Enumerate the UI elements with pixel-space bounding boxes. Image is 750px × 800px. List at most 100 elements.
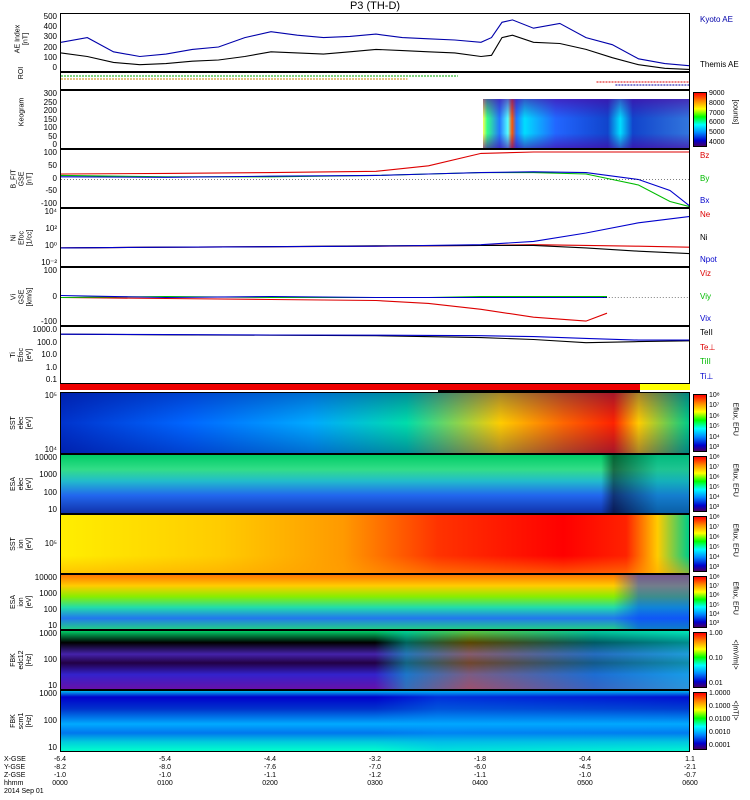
x-axis-value: -2.1 xyxy=(683,764,697,771)
y-tick-label: 100 xyxy=(43,148,57,157)
colorbar-unit: Eflux, EFU xyxy=(731,402,739,436)
y-tick-label: 10000 xyxy=(34,453,57,462)
colorbar-unit: [counts] xyxy=(731,99,739,124)
x-axis-value: -8.2 xyxy=(53,764,67,771)
y-tick-label: 1.0 xyxy=(45,362,57,372)
y-tick-label: 1000 xyxy=(39,629,57,638)
colorbar-tick: 10⁶ xyxy=(709,534,720,541)
series-line-bz xyxy=(61,151,689,175)
legend-label: Ti⊥ xyxy=(700,372,714,381)
y-tick-label: 0.1 xyxy=(45,375,57,384)
y-tick-label: 10⁻² xyxy=(41,258,57,267)
y-tick-label: 0 xyxy=(52,291,57,301)
colorbar-tick: 10⁶ xyxy=(709,474,720,481)
colorbar-tick: 0.1000 xyxy=(709,703,731,710)
x-axis-value: -1.1 xyxy=(263,772,277,779)
colorbar-tick: 6000 xyxy=(709,119,725,127)
ae-index-panel xyxy=(60,13,690,72)
x-axis-value: -1.0 xyxy=(158,772,172,779)
temperature-panel xyxy=(60,326,690,384)
colorbar-tick: 10⁶ xyxy=(709,412,720,420)
colorbar-tick: 1.0000 xyxy=(709,690,731,697)
colorbar xyxy=(693,456,707,512)
y-tick-label: 10⁰ xyxy=(44,241,57,250)
y-tick-label: 1000 xyxy=(39,589,57,598)
y-tick-label: 100 xyxy=(43,123,57,132)
y-tick-label: 10² xyxy=(45,224,57,233)
series-line-bx xyxy=(61,171,689,207)
legend-label: Ni xyxy=(700,232,708,242)
colorbar xyxy=(693,576,707,628)
colorbar-tick: 8000 xyxy=(709,99,725,107)
panel-svg xyxy=(61,151,689,207)
y-tick-label: 1000.0 xyxy=(32,325,57,334)
x-axis-value: -6.0 xyxy=(473,764,487,771)
y-tick-label: 1000 xyxy=(39,689,57,698)
esa-ion-spectrogram xyxy=(60,574,690,630)
y-tick-label: 300 xyxy=(43,32,57,42)
colorbar xyxy=(693,692,707,750)
y-tick-label: 200 xyxy=(43,42,57,52)
x-axis-value: -4.5 xyxy=(578,764,592,771)
legend-label: TeII xyxy=(700,328,713,337)
colorbar-tick: 10⁷ xyxy=(709,464,720,471)
mode-bar-red xyxy=(60,384,640,390)
x-axis-value: -8.0 xyxy=(158,764,172,771)
fbk-scm1-spectrogram xyxy=(60,690,690,752)
mode-bar xyxy=(60,384,690,392)
colorbar-tick: 10⁸ xyxy=(709,454,720,461)
y-tick-label: -100 xyxy=(40,317,57,326)
legend-label: Vix xyxy=(700,314,711,323)
colorbar-unit: <|nT|> xyxy=(731,700,739,721)
y-tick-label: 10⁵ xyxy=(44,391,57,400)
colorbar-tick: 10⁷ xyxy=(709,524,720,531)
colorbar-tick: 10⁸ xyxy=(709,392,720,399)
esa-electron-spectrogram xyxy=(60,454,690,514)
series-line-ti xyxy=(61,333,689,341)
fbk-scm1-overlay xyxy=(61,691,689,751)
y-tick-label: 150 xyxy=(43,114,57,124)
y-tick-label: 100 xyxy=(43,655,57,664)
x-axis-value: -7.6 xyxy=(263,764,277,771)
colorbar-tick: 0.0010 xyxy=(709,729,731,736)
sst-electron-background xyxy=(61,393,689,453)
x-axis-value: 0100 xyxy=(157,780,173,787)
keogram-image xyxy=(483,99,689,148)
y-tick-label: 100.0 xyxy=(36,337,57,347)
roi-panel xyxy=(60,72,690,90)
colorbar-tick: 4000 xyxy=(709,139,725,146)
x-axis-value: -5.4 xyxy=(158,756,172,763)
colorbar xyxy=(693,92,707,147)
x-axis-value: -1.2 xyxy=(368,772,382,779)
colorbar-tick: 10⁴ xyxy=(709,554,720,561)
panel-svg xyxy=(61,333,689,344)
y-tick-label: 10000 xyxy=(34,573,57,582)
colorbar-tick: 1.00 xyxy=(709,630,723,637)
panel-svg xyxy=(61,75,689,86)
fbk-scm1-background xyxy=(61,691,689,751)
y-tick-label: 400 xyxy=(43,22,57,32)
legend-label: Bx xyxy=(700,196,710,205)
colorbar-tick: 10⁵ xyxy=(709,544,720,551)
fbk-edc12-overlay xyxy=(61,631,689,689)
colorbar-tick: 10⁸ xyxy=(709,514,720,521)
legend-label: Bz xyxy=(700,151,710,160)
y-tick-label: 10⁴ xyxy=(44,207,57,216)
colorbar-tick: 0.10 xyxy=(709,655,723,662)
mode-bar-black xyxy=(438,390,640,392)
panel-svg xyxy=(61,215,689,255)
x-axis-value: -0.4 xyxy=(578,756,592,763)
colorbar-unit: <|mV/m|> xyxy=(731,639,739,670)
x-axis-value: -3.2 xyxy=(368,756,382,763)
x-axis-value: -7.0 xyxy=(368,764,382,771)
y-tick-label: 10 xyxy=(48,621,57,630)
legend-label: Npot xyxy=(700,255,717,264)
colorbar-tick: 10³ xyxy=(709,620,720,627)
x-axis-row-label: X-GSE xyxy=(4,756,26,763)
colorbar xyxy=(693,516,707,572)
x-axis-row-label: Y-GSE xyxy=(4,764,26,771)
y-tick-label: 500 xyxy=(43,12,57,21)
y-tick-label: -50 xyxy=(45,186,57,196)
y-tick-label: 100 xyxy=(43,716,57,725)
x-axis-value: -6.4 xyxy=(53,756,67,763)
